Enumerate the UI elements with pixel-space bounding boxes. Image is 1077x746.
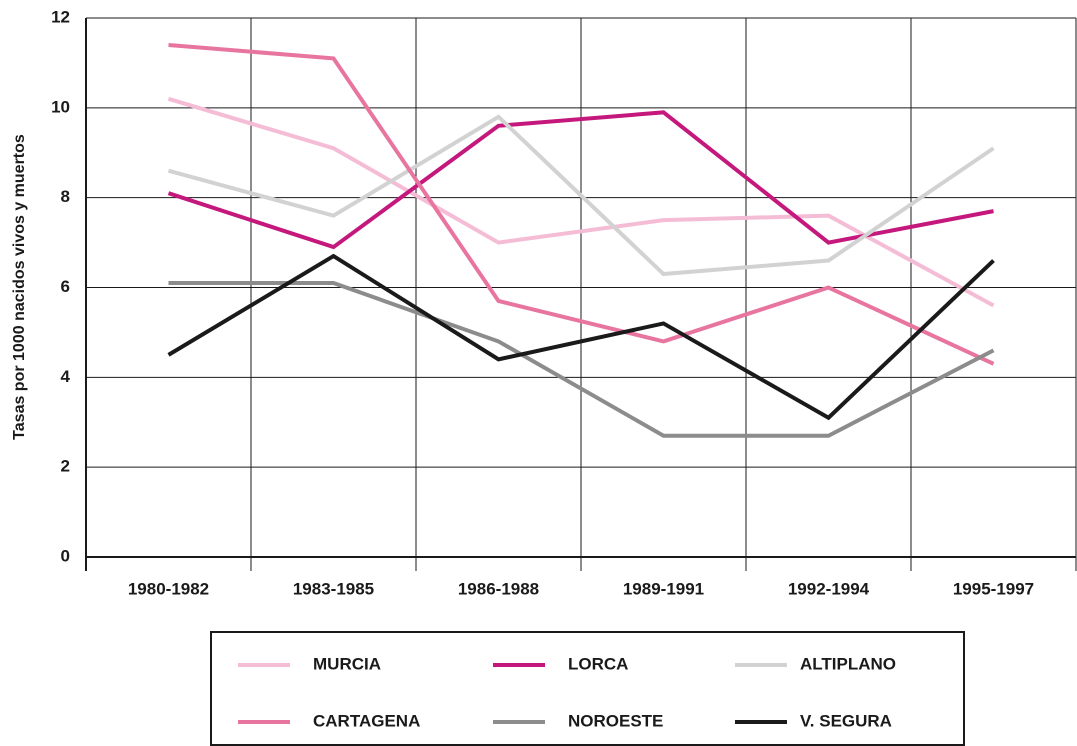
y-tick-label: 2 xyxy=(61,457,70,476)
x-tick-label: 1992-1994 xyxy=(788,579,870,598)
x-tick-label: 1980-1982 xyxy=(128,579,209,598)
legend-label: MURCIA xyxy=(313,654,381,673)
series-line xyxy=(168,42,995,366)
y-axis-label: Tasas por 1000 nacidos vivos y muertos xyxy=(11,134,28,440)
y-tick-label: 6 xyxy=(61,277,70,296)
legend-label: NOROESTE xyxy=(568,711,663,730)
series-line xyxy=(167,110,994,250)
series-line xyxy=(168,281,995,438)
series-line xyxy=(167,96,995,308)
y-tick-label: 4 xyxy=(61,367,71,386)
x-tick-label: 1989-1991 xyxy=(623,579,704,598)
x-tick-label: 1986-1988 xyxy=(458,579,539,598)
legend-box xyxy=(210,631,965,746)
x-tick-label: 1995-1997 xyxy=(953,579,1034,598)
legend-label: V. SEGURA xyxy=(800,711,892,730)
x-tick-label: 1983-1985 xyxy=(293,579,374,598)
series-line xyxy=(167,114,995,277)
series-line xyxy=(167,253,995,421)
y-tick-label: 0 xyxy=(61,546,70,565)
legend-label: ALTIPLANO xyxy=(800,654,896,673)
y-tick-label: 8 xyxy=(61,187,70,206)
y-tick-label: 10 xyxy=(51,97,70,116)
y-tick-label: 12 xyxy=(51,7,70,26)
legend-label: LORCA xyxy=(568,654,628,673)
legend-label: CARTAGENA xyxy=(313,711,420,730)
